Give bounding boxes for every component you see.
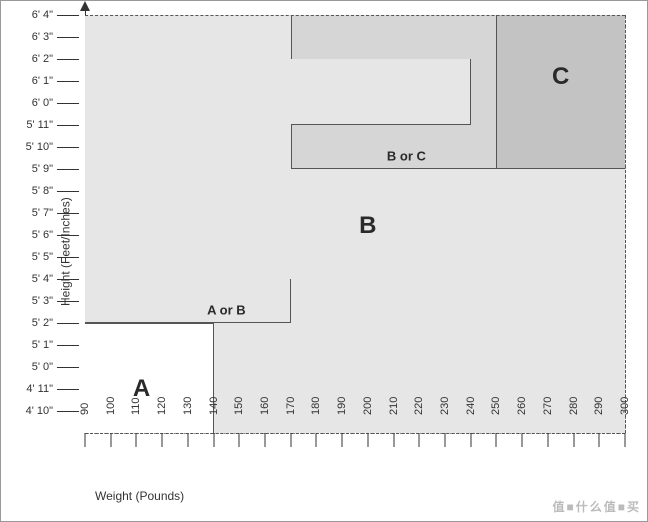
x-tick-mark xyxy=(162,433,163,447)
y-axis-title: Height (Feet/Inches) xyxy=(58,198,72,307)
x-tick-mark xyxy=(290,433,291,447)
region-label-B: B xyxy=(359,212,376,240)
x-tick-mark xyxy=(316,433,317,447)
region-label-BorC: B or C xyxy=(387,148,426,163)
y-tick-label: 5' 8" xyxy=(32,185,85,197)
x-tick-label: 210 xyxy=(388,397,400,433)
x-tick-label: 250 xyxy=(490,397,502,433)
x-tick-mark xyxy=(187,433,188,447)
watermark: 值■什么值■买 xyxy=(553,498,642,515)
x-tick-mark xyxy=(547,433,548,447)
x-tick-mark xyxy=(625,433,626,447)
y-tick-label: 5' 9" xyxy=(32,163,85,175)
x-tick-mark xyxy=(522,433,523,447)
x-tick-label: 190 xyxy=(336,397,348,433)
x-tick-mark xyxy=(573,433,574,447)
x-tick-mark xyxy=(470,433,471,447)
y-tick-label: 4' 10" xyxy=(26,405,85,417)
y-tick-label: 6' 4" xyxy=(32,9,85,21)
y-tick-label: 6' 3" xyxy=(32,31,85,43)
x-tick-label: 160 xyxy=(259,397,271,433)
y-tick-label: 6' 0" xyxy=(32,97,85,109)
x-tick-label: 200 xyxy=(362,397,374,433)
x-tick-mark xyxy=(85,433,86,447)
x-tick-mark xyxy=(213,433,214,447)
x-axis-title: Weight (Pounds) xyxy=(95,489,184,503)
x-tick-label: 230 xyxy=(439,397,451,433)
x-tick-label: 270 xyxy=(542,397,554,433)
x-tick-label: 90 xyxy=(79,403,91,433)
y-tick-label: 5' 2" xyxy=(32,317,85,329)
x-tick-mark xyxy=(136,433,137,447)
dashed-border xyxy=(85,15,625,16)
x-tick-label: 180 xyxy=(310,397,322,433)
x-tick-label: 240 xyxy=(465,397,477,433)
x-tick-label: 260 xyxy=(516,397,528,433)
y-tick-label: 4' 11" xyxy=(26,383,85,395)
x-tick-label: 100 xyxy=(105,397,117,433)
x-tick-mark xyxy=(239,433,240,447)
x-tick-label: 130 xyxy=(182,397,194,433)
x-tick-label: 120 xyxy=(156,397,168,433)
plot-area: BB or CCA or BA4' 10"4' 11"5' 0"5' 1"5' … xyxy=(85,15,625,433)
dashed-border xyxy=(85,433,625,434)
x-tick-mark xyxy=(110,433,111,447)
x-tick-mark xyxy=(342,433,343,447)
y-tick-label: 6' 2" xyxy=(32,53,85,65)
region-BorC_notch xyxy=(291,59,471,125)
x-tick-label: 290 xyxy=(593,397,605,433)
x-tick-mark xyxy=(265,433,266,447)
x-tick-mark xyxy=(367,433,368,447)
x-tick-label: 280 xyxy=(568,397,580,433)
y-tick-label: 6' 1" xyxy=(32,75,85,87)
y-tick-label: 5' 1" xyxy=(32,339,85,351)
x-tick-label: 140 xyxy=(208,397,220,433)
chart-frame: BB or CCA or BA4' 10"4' 11"5' 0"5' 1"5' … xyxy=(0,0,648,522)
x-tick-label: 220 xyxy=(413,397,425,433)
dashed-border xyxy=(625,15,626,433)
region-AorB xyxy=(85,279,291,323)
x-tick-label: 110 xyxy=(130,397,142,433)
region-label-C: C xyxy=(552,63,569,91)
x-tick-mark xyxy=(445,433,446,447)
x-tick-label: 300 xyxy=(619,397,631,433)
x-tick-mark xyxy=(496,433,497,447)
region-C xyxy=(496,15,625,169)
x-tick-mark xyxy=(599,433,600,447)
region-label-AorB: A or B xyxy=(207,302,246,317)
x-tick-mark xyxy=(393,433,394,447)
y-tick-label: 5' 10" xyxy=(26,141,85,153)
y-tick-label: 5' 11" xyxy=(26,119,85,131)
x-tick-mark xyxy=(419,433,420,447)
y-tick-label: 5' 0" xyxy=(32,361,85,373)
x-tick-label: 170 xyxy=(285,397,297,433)
x-tick-label: 150 xyxy=(233,397,245,433)
